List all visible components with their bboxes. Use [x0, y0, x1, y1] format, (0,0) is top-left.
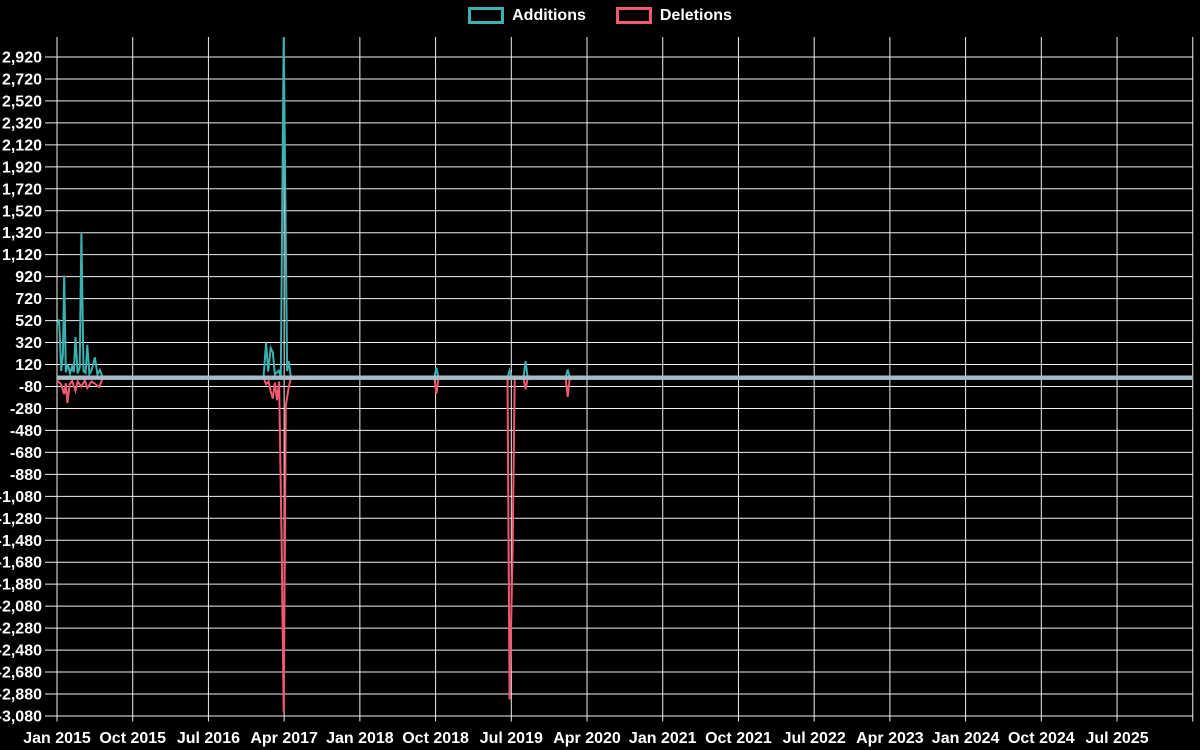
y-axis-labels: 2,920 2,720 2,520 2,320 2,120 1,920 1,720 1,520…: [0, 49, 42, 725]
y-tick-label: -2,880: [0, 687, 42, 704]
x-tick-label: Jul 2025: [1085, 730, 1148, 747]
legend-item-additions[interactable]: Additions: [468, 7, 586, 24]
deletions-line: [56, 376, 1193, 713]
y-tick-label: -480: [10, 423, 42, 440]
x-tick-label: Oct 2015: [99, 730, 166, 747]
y-tick-label: 2,720: [2, 71, 42, 88]
y-tick-label: -1,480: [0, 533, 42, 550]
y-tick-label: -3,080: [0, 708, 42, 725]
y-tick-label: 1,320: [2, 225, 42, 242]
y-tick-label: 2,520: [2, 93, 42, 110]
x-tick-label: Jul 2022: [783, 730, 846, 747]
x-tick-label: Oct 2024: [1008, 730, 1075, 747]
x-tick-label: Apr 2017: [250, 730, 318, 747]
y-tick-label: 120: [15, 357, 42, 374]
x-tick-label: Jan 2021: [629, 730, 697, 747]
additions-swatch-icon: [468, 7, 505, 24]
y-tick-label: 2,920: [2, 49, 42, 66]
y-tick-label: 1,520: [2, 203, 42, 220]
x-tick-label: Oct 2021: [705, 730, 772, 747]
y-tick-label: -1,680: [0, 555, 42, 572]
y-tick-label: 1,720: [2, 181, 42, 198]
y-tick-label: 2,320: [2, 115, 42, 132]
y-tick-label: -880: [10, 467, 42, 484]
y-tick-label: 720: [15, 291, 42, 308]
y-tick-label: -1,880: [0, 577, 42, 594]
y-tick-label: -2,680: [0, 665, 42, 682]
zero-baseline: [57, 375, 1193, 380]
y-tick-label: 1,120: [2, 247, 42, 264]
y-tick-label: 520: [15, 313, 42, 330]
y-tick-label: 2,120: [2, 137, 42, 154]
y-tick-label: -2,080: [0, 599, 42, 616]
y-tick-label: -280: [10, 401, 42, 418]
y-tick-label: -1,080: [0, 489, 42, 506]
legend-label-deletions: Deletions: [659, 6, 732, 24]
additions-line: [56, 37, 1193, 379]
y-tick-label: -2,480: [0, 643, 42, 660]
legend-item-deletions[interactable]: Deletions: [615, 6, 732, 24]
chart-legend: Additions Deletions: [0, 7, 1200, 24]
y-tick-label: -1,280: [0, 511, 42, 528]
x-tick-label: Apr 2023: [856, 730, 924, 747]
y-tick-label: 920: [15, 269, 42, 286]
y-tick-label: -680: [10, 445, 42, 462]
y-tick-label: -80: [19, 379, 42, 396]
x-axis-labels: Jan 2015 Oct 2015 Jul 2016 Apr 2017 Jan 2018…: [23, 730, 1149, 747]
deletions-swatch-icon: [615, 7, 652, 24]
x-tick-label: Apr 2020: [553, 730, 621, 747]
x-tick-label: Jan 2018: [326, 730, 394, 747]
x-tick-label: Jan 2024: [932, 730, 1000, 747]
horizontal-gridlines: [45, 56, 1193, 717]
legend-label-additions: Additions: [512, 6, 586, 24]
x-tick-label: Oct 2018: [402, 730, 469, 747]
y-tick-label: 320: [15, 335, 42, 352]
y-tick-label: 1,920: [2, 159, 42, 176]
y-tick-label: -2,280: [0, 621, 42, 638]
x-tick-label: Jan 2015: [23, 730, 91, 747]
x-tick-label: Jul 2016: [177, 730, 240, 747]
x-tick-label: Jul 2019: [480, 730, 543, 747]
